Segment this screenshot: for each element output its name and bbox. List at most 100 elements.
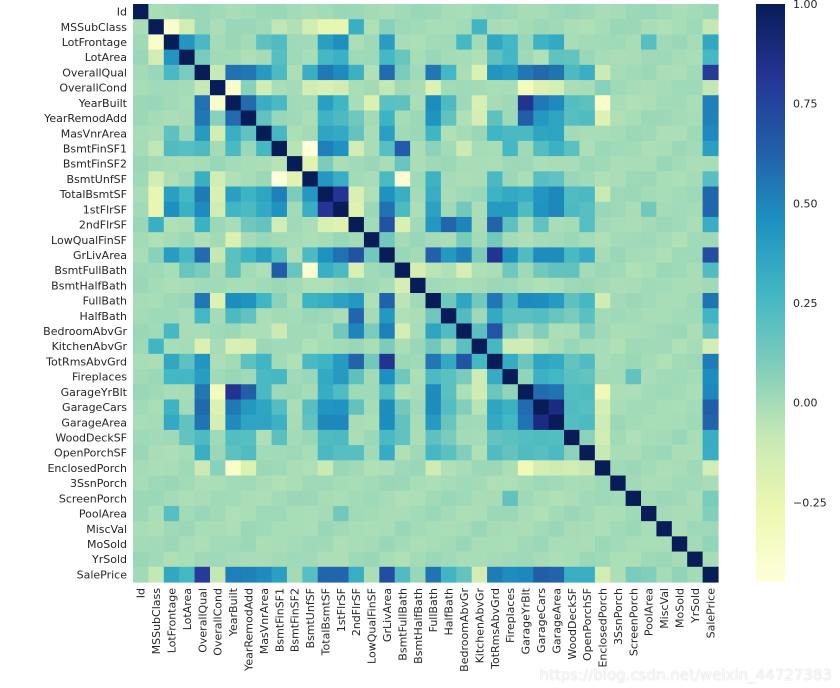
y-tick-label: MoSold (87, 538, 127, 551)
heatmap-cell (302, 490, 319, 507)
heatmap-cell (240, 338, 257, 355)
heatmap-cell (548, 308, 565, 325)
heatmap-cell (363, 125, 380, 142)
heatmap-cell (687, 308, 704, 325)
y-tick-label: Fireplaces (72, 371, 127, 384)
heatmap-cell (379, 414, 396, 431)
heatmap-cell (487, 338, 504, 355)
heatmap-cell (302, 110, 319, 127)
y-tick-label: EnclosedPorch (47, 462, 127, 475)
heatmap-cell (625, 49, 642, 66)
heatmap-cell (610, 353, 627, 370)
heatmap-cell (702, 110, 719, 127)
heatmap-cell (194, 414, 211, 431)
heatmap-cell (271, 64, 288, 81)
y-tick-label: 3SsnPorch (70, 477, 127, 490)
heatmap-cell (302, 566, 319, 583)
heatmap-cell (348, 171, 365, 188)
heatmap-cell (625, 34, 642, 51)
heatmap-cell (379, 475, 396, 492)
heatmap-cell (302, 186, 319, 203)
heatmap-cell (610, 201, 627, 218)
heatmap-cell (625, 338, 642, 355)
heatmap-cell (348, 201, 365, 218)
heatmap-cell (610, 536, 627, 553)
heatmap-cell (548, 49, 565, 66)
heatmap-cell (687, 429, 704, 446)
heatmap-cell (671, 338, 688, 355)
heatmap-cell (456, 247, 473, 264)
heatmap-cell (471, 4, 488, 20)
heatmap-cell (394, 399, 411, 416)
heatmap-cell (209, 536, 226, 553)
heatmap-cell (440, 445, 457, 461)
heatmap-cell (687, 323, 704, 340)
heatmap-cell (209, 399, 226, 416)
heatmap-cell (240, 34, 257, 51)
y-tick-label: KitchenAbvGr (52, 340, 128, 353)
heatmap-cell (286, 232, 303, 248)
heatmap-cell (641, 308, 658, 325)
heatmap-cell (379, 171, 396, 188)
heatmap-cell (148, 353, 165, 370)
heatmap-cell (225, 293, 242, 309)
heatmap-cell (240, 460, 257, 477)
heatmap-cell (471, 308, 488, 325)
heatmap-cell (302, 505, 319, 522)
heatmap-cell (456, 429, 473, 446)
heatmap-cell (240, 140, 257, 157)
heatmap-cell (240, 80, 257, 96)
heatmap-cell (271, 186, 288, 203)
x-tick-label: LotArea (181, 588, 194, 630)
heatmap-cell (410, 216, 427, 233)
heatmap-cell (641, 232, 658, 248)
heatmap-cell (671, 323, 688, 340)
heatmap-cell (410, 308, 427, 325)
heatmap-cell (240, 247, 257, 264)
heatmap-cell (163, 521, 180, 537)
heatmap-cell (348, 338, 365, 355)
heatmap-cell (394, 247, 411, 264)
heatmap-cell (517, 308, 534, 325)
heatmap-cell (625, 247, 642, 264)
heatmap-cell (163, 490, 180, 507)
heatmap-cell (363, 551, 380, 568)
heatmap-cell (579, 566, 596, 583)
heatmap-cell (286, 536, 303, 553)
heatmap-cell (564, 460, 581, 477)
heatmap-cell (440, 19, 457, 36)
heatmap-cell (209, 566, 226, 583)
heatmap-cell (379, 34, 396, 51)
heatmap-cell (425, 384, 442, 401)
heatmap-cell (594, 262, 611, 279)
heatmap-cell (348, 125, 365, 142)
heatmap-cell (594, 460, 611, 477)
heatmap-cell (517, 80, 534, 96)
heatmap-cell (502, 277, 519, 294)
heatmap-cell (286, 323, 303, 340)
heatmap-cell (564, 201, 581, 218)
x-tick-label: BedroomAbvGr (458, 588, 471, 672)
heatmap-cell (533, 551, 550, 568)
heatmap-cell (302, 171, 319, 188)
heatmap-cell (179, 399, 196, 416)
heatmap-cell (209, 521, 226, 537)
heatmap-cell (410, 80, 427, 96)
heatmap-cell (133, 262, 149, 279)
heatmap-cell (656, 201, 673, 218)
heatmap-cell (363, 460, 380, 477)
heatmap-cell (363, 353, 380, 370)
heatmap-cell (517, 49, 534, 66)
heatmap-cell (379, 95, 396, 112)
heatmap-cell (564, 536, 581, 553)
heatmap-cell (286, 551, 303, 568)
heatmap-cell (687, 505, 704, 522)
heatmap-cell (225, 216, 242, 233)
heatmap-cell (671, 475, 688, 492)
heatmap-cell (363, 414, 380, 431)
heatmap-cell (333, 521, 350, 537)
heatmap-cell (148, 323, 165, 340)
heatmap-cell (656, 399, 673, 416)
heatmap-cell (133, 277, 149, 294)
heatmap-cell (641, 277, 658, 294)
